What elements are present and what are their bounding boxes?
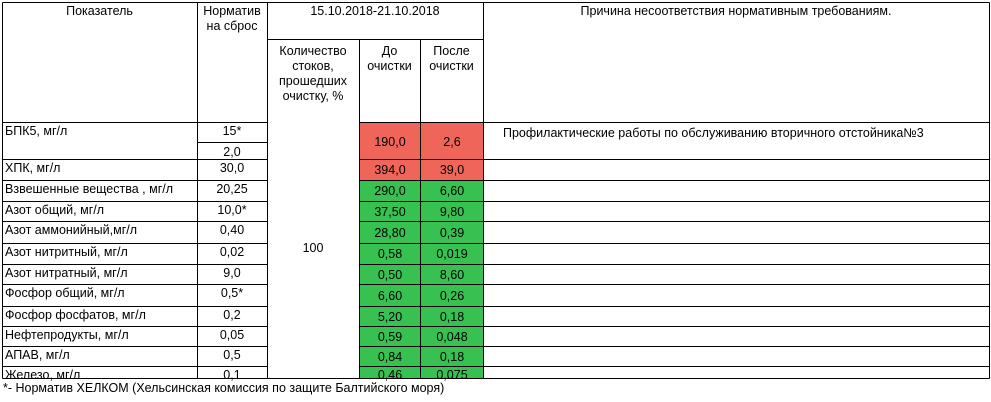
row-norm: 30,0 — [219, 161, 245, 175]
row-norm: 0,2 — [223, 308, 241, 322]
row-norm: 20,25 — [216, 182, 248, 196]
row-norm-secondary: 2,0 — [223, 145, 241, 159]
row-name: Азот нитратный, мг/л — [5, 266, 128, 280]
row-norm: 0,1 — [223, 368, 241, 382]
header-before: До очистки — [367, 44, 412, 73]
header-indicator: Показатель — [66, 4, 133, 18]
footnote: *- Норматив ХЕЛКОМ (Хельсинская комиссия… — [3, 381, 445, 395]
row-after-value: 0,019 — [421, 244, 483, 264]
row-norm: 15* — [222, 124, 242, 138]
row-before-value: 28,80 — [360, 222, 420, 243]
row-norm: 0,5 — [223, 348, 241, 362]
row-name: Фосфор общий, мг/л — [5, 286, 125, 300]
row-name: Азот общий, мг/л — [5, 203, 105, 217]
row-after-value: 0,075 — [421, 367, 483, 382]
row-norm: 0,5* — [220, 286, 244, 300]
row-before-value: 5,20 — [360, 307, 420, 326]
row-name: АПАВ, мг/л — [5, 348, 70, 362]
row-before-value: 0,58 — [360, 244, 420, 264]
row-before-value: 394,0 — [360, 160, 420, 180]
row-norm: 0,02 — [219, 245, 245, 259]
row-before-value: 0,46 — [360, 367, 420, 382]
row-norm: 9,0 — [223, 266, 241, 280]
row-before-value: 0,50 — [360, 265, 420, 284]
row-norm: 10,0* — [217, 203, 247, 217]
row-before-value: 6,60 — [360, 285, 420, 306]
row-norm: 0,40 — [219, 223, 245, 237]
row-after-value: 8,60 — [421, 265, 483, 284]
row-name: Азот аммонийный,мг/л — [5, 223, 138, 237]
header-period: 15.10.2018-21.10.2018 — [310, 4, 440, 18]
quantity-value: 100 — [302, 241, 324, 255]
row-after-value: 0,26 — [421, 285, 483, 306]
row-name: Железо, мг/л — [5, 368, 81, 382]
header-norm: Норматив на сброс — [203, 4, 261, 33]
row-after-value: 0,18 — [421, 347, 483, 366]
row-name: Нефтепродукты, мг/л — [5, 328, 129, 342]
header-quantity: Количество стоков, прошедших очистку, % — [279, 44, 347, 103]
row-name: ХПК, мг/л — [5, 161, 61, 175]
row-before-value: 190,0 — [360, 123, 420, 159]
row-norm: 0,05 — [219, 328, 245, 342]
row-after-value: 0,39 — [421, 222, 483, 243]
header-reason: Причина несоответствия нормативным требо… — [580, 4, 892, 18]
row-after-value: 9,80 — [421, 202, 483, 221]
row-before-value: 0,84 — [360, 347, 420, 366]
row-before-value: 0,59 — [360, 327, 420, 346]
row-after-value: 6,60 — [421, 181, 483, 201]
row-after-value: 39,0 — [421, 160, 483, 180]
row-name: Фосфор фосфатов, мг/л — [5, 308, 146, 322]
row-before-value: 37,50 — [360, 202, 420, 221]
header-after: После очистки — [429, 44, 474, 73]
row-before-value: 290,0 — [360, 181, 420, 201]
row-name: Взвешенные вещества , мг/л — [5, 182, 174, 196]
row-name: БПК5, мг/л — [5, 124, 68, 138]
row-after-value: 0,048 — [421, 327, 483, 346]
row-after-value: 2,6 — [421, 123, 483, 159]
row-after-value: 0,18 — [421, 307, 483, 326]
row-reason: Профилактические работы по обслуживанию … — [503, 126, 924, 140]
row-name: Азот нитритный, мг/л — [5, 245, 128, 259]
